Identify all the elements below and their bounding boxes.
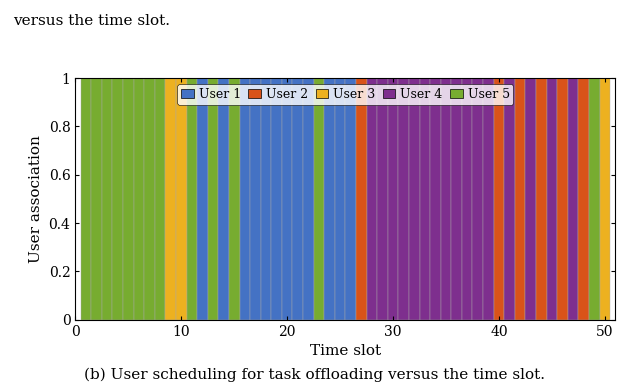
Bar	[219, 78, 229, 320]
Bar	[367, 78, 377, 320]
Bar	[589, 78, 600, 320]
X-axis label: Time slot: Time slot	[310, 344, 381, 358]
Bar	[420, 78, 430, 320]
Text: versus the time slot.: versus the time slot.	[13, 14, 170, 28]
Bar	[536, 78, 546, 320]
Bar	[546, 78, 557, 320]
Bar	[430, 78, 441, 320]
Bar	[398, 78, 409, 320]
Bar	[313, 78, 324, 320]
Bar	[324, 78, 335, 320]
Bar	[80, 78, 91, 320]
Bar	[377, 78, 387, 320]
Bar	[197, 78, 208, 320]
Bar	[176, 78, 187, 320]
Text: (b) User scheduling for task offloading versus the time slot.: (b) User scheduling for task offloading …	[84, 368, 544, 382]
Legend: User 1, User 2, User 3, User 4, User 5: User 1, User 2, User 3, User 4, User 5	[177, 84, 514, 105]
Bar	[271, 78, 282, 320]
Bar	[452, 78, 462, 320]
Bar	[208, 78, 219, 320]
Bar	[303, 78, 313, 320]
Bar	[483, 78, 494, 320]
Bar	[526, 78, 536, 320]
Bar	[102, 78, 112, 320]
Bar	[494, 78, 504, 320]
Bar	[123, 78, 134, 320]
Bar	[568, 78, 578, 320]
Bar	[335, 78, 345, 320]
Bar	[165, 78, 176, 320]
Bar	[229, 78, 239, 320]
Bar	[293, 78, 303, 320]
Bar	[112, 78, 123, 320]
Bar	[345, 78, 356, 320]
Bar	[154, 78, 165, 320]
Bar	[187, 78, 197, 320]
Bar	[261, 78, 271, 320]
Bar	[144, 78, 154, 320]
Bar	[356, 78, 367, 320]
Bar	[515, 78, 526, 320]
Bar	[462, 78, 472, 320]
Bar	[409, 78, 420, 320]
Bar	[134, 78, 144, 320]
Bar	[239, 78, 250, 320]
Bar	[387, 78, 398, 320]
Bar	[472, 78, 483, 320]
Bar	[600, 78, 610, 320]
Bar	[282, 78, 293, 320]
Bar	[578, 78, 589, 320]
Y-axis label: User association: User association	[29, 135, 43, 263]
Bar	[557, 78, 568, 320]
Bar	[91, 78, 102, 320]
Bar	[441, 78, 452, 320]
Bar	[504, 78, 515, 320]
Bar	[250, 78, 261, 320]
